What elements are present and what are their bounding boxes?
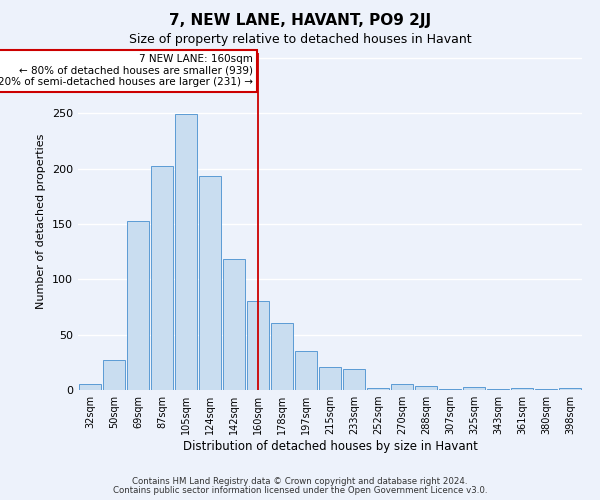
Bar <box>79 384 101 390</box>
Bar <box>319 367 341 390</box>
Bar <box>127 220 149 390</box>
Y-axis label: Number of detached properties: Number of detached properties <box>37 134 46 309</box>
Bar <box>535 389 557 390</box>
Bar <box>391 384 413 390</box>
Text: Size of property relative to detached houses in Havant: Size of property relative to detached ho… <box>128 32 472 46</box>
Bar <box>271 322 293 390</box>
Text: Contains HM Land Registry data © Crown copyright and database right 2024.: Contains HM Land Registry data © Crown c… <box>132 477 468 486</box>
Text: 7, NEW LANE, HAVANT, PO9 2JJ: 7, NEW LANE, HAVANT, PO9 2JJ <box>169 12 431 28</box>
Bar <box>103 360 125 390</box>
Bar <box>343 369 365 390</box>
X-axis label: Distribution of detached houses by size in Havant: Distribution of detached houses by size … <box>182 440 478 453</box>
Bar <box>463 386 485 390</box>
Bar <box>487 389 509 390</box>
Bar <box>367 388 389 390</box>
Bar <box>439 389 461 390</box>
Bar <box>151 166 173 390</box>
Bar <box>247 302 269 390</box>
Text: 7 NEW LANE: 160sqm
← 80% of detached houses are smaller (939)
20% of semi-detach: 7 NEW LANE: 160sqm ← 80% of detached hou… <box>0 54 253 88</box>
Bar <box>511 388 533 390</box>
Bar <box>199 176 221 390</box>
Bar <box>295 352 317 390</box>
Text: Contains public sector information licensed under the Open Government Licence v3: Contains public sector information licen… <box>113 486 487 495</box>
Bar <box>559 388 581 390</box>
Bar <box>175 114 197 390</box>
Bar <box>223 260 245 390</box>
Bar <box>415 386 437 390</box>
